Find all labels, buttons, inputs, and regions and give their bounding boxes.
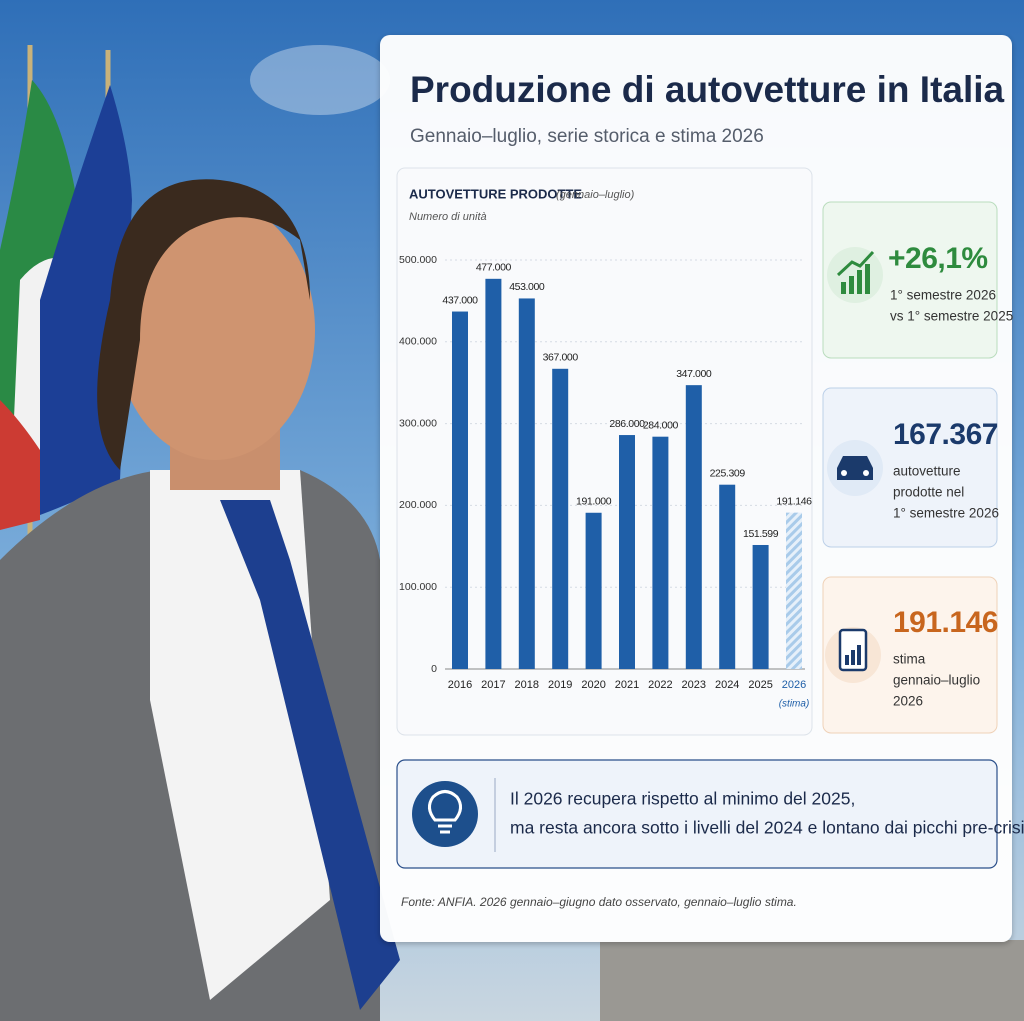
- x-tick-label: 2017: [481, 679, 505, 691]
- bar: [518, 298, 535, 669]
- value-label: 347.000: [676, 368, 712, 380]
- value-label: 151.599: [743, 528, 779, 540]
- bar: [585, 512, 602, 669]
- value-label: 225.309: [710, 467, 746, 479]
- chart-title-note: (gennaio–luglio): [556, 189, 635, 201]
- x-tick-label: 2023: [682, 679, 706, 691]
- bar: [485, 278, 502, 669]
- y-tick-label: 200.000: [399, 499, 437, 511]
- value-label: 453.000: [509, 281, 545, 293]
- y-axis-label: Numero di unità: [409, 211, 487, 223]
- note-icon: [412, 778, 496, 852]
- bar: [619, 435, 635, 669]
- bar: [452, 311, 468, 669]
- x-tick-label: 2024: [715, 679, 739, 691]
- estimate-note: (stima): [779, 699, 810, 710]
- bar: [652, 436, 669, 669]
- card-icon: [825, 627, 881, 683]
- y-tick-label: 100.000: [399, 581, 437, 593]
- value-label: 191.146: [776, 495, 812, 507]
- note-text: ma resta ancora sotto i livelli del 2024…: [510, 818, 1024, 838]
- note-box: [396, 759, 998, 869]
- person: [0, 179, 400, 1021]
- bar: [552, 368, 569, 669]
- card-icon: [827, 247, 883, 303]
- bar: [786, 512, 802, 669]
- value-label: 477.000: [476, 262, 512, 274]
- x-tick-label: 2016: [448, 679, 472, 691]
- x-tick-label: 2021: [615, 679, 639, 691]
- card-text: vs 1° semestre 2025: [890, 309, 1013, 324]
- x-tick-label: 2019: [548, 679, 572, 691]
- bar: [752, 544, 769, 669]
- card: [822, 387, 998, 548]
- source: Fonte: ANFIA. 2026 gennaio–giugno dato o…: [401, 895, 797, 909]
- card-text: 2026: [893, 694, 923, 709]
- card-text: gennaio–luglio: [893, 673, 980, 688]
- card-text: stima: [893, 652, 926, 667]
- card-value: +26,1%: [888, 242, 988, 275]
- bar: [719, 484, 736, 669]
- value-label: 437.000: [442, 294, 478, 306]
- card: [822, 576, 998, 734]
- value-label: 286.000: [609, 418, 645, 430]
- x-tick-label: 2022: [648, 679, 672, 691]
- cloud: [250, 45, 390, 115]
- chart-title: AUTOVETTURE PRODOTTE: [409, 186, 582, 201]
- x-tick-label: 2025: [748, 679, 772, 691]
- y-tick-label: 400.000: [399, 336, 437, 348]
- bar: [685, 385, 702, 669]
- note-text: Il 2026 recupera rispetto al minimo del …: [510, 789, 855, 809]
- card-text: prodotte nel: [893, 485, 964, 500]
- subtitle: Gennaio–luglio, serie storica e stima 20…: [410, 126, 764, 147]
- card-text: autovetture: [893, 464, 961, 479]
- y-tick-label: 0: [431, 663, 437, 675]
- y-tick-label: 500.000: [399, 254, 437, 266]
- y-tick-label: 300.000: [399, 417, 437, 429]
- value-label: 367.000: [543, 352, 579, 364]
- card-text: 1° semestre 2026: [893, 506, 999, 521]
- card-text: 1° semestre 2026: [890, 288, 996, 303]
- title: Produzione di autovetture in Italia: [410, 69, 1005, 110]
- card-value: 167.367: [893, 418, 998, 451]
- card: [822, 201, 998, 359]
- value-label: 191.000: [576, 496, 612, 508]
- x-tick-label: 2018: [515, 679, 539, 691]
- card-icon: [827, 440, 883, 496]
- x-tick-label: 2020: [581, 679, 605, 691]
- ground: [600, 940, 1024, 1021]
- value-label: 284.000: [643, 419, 679, 431]
- x-tick-label: 2026: [782, 679, 806, 691]
- card-value: 191.146: [893, 606, 998, 639]
